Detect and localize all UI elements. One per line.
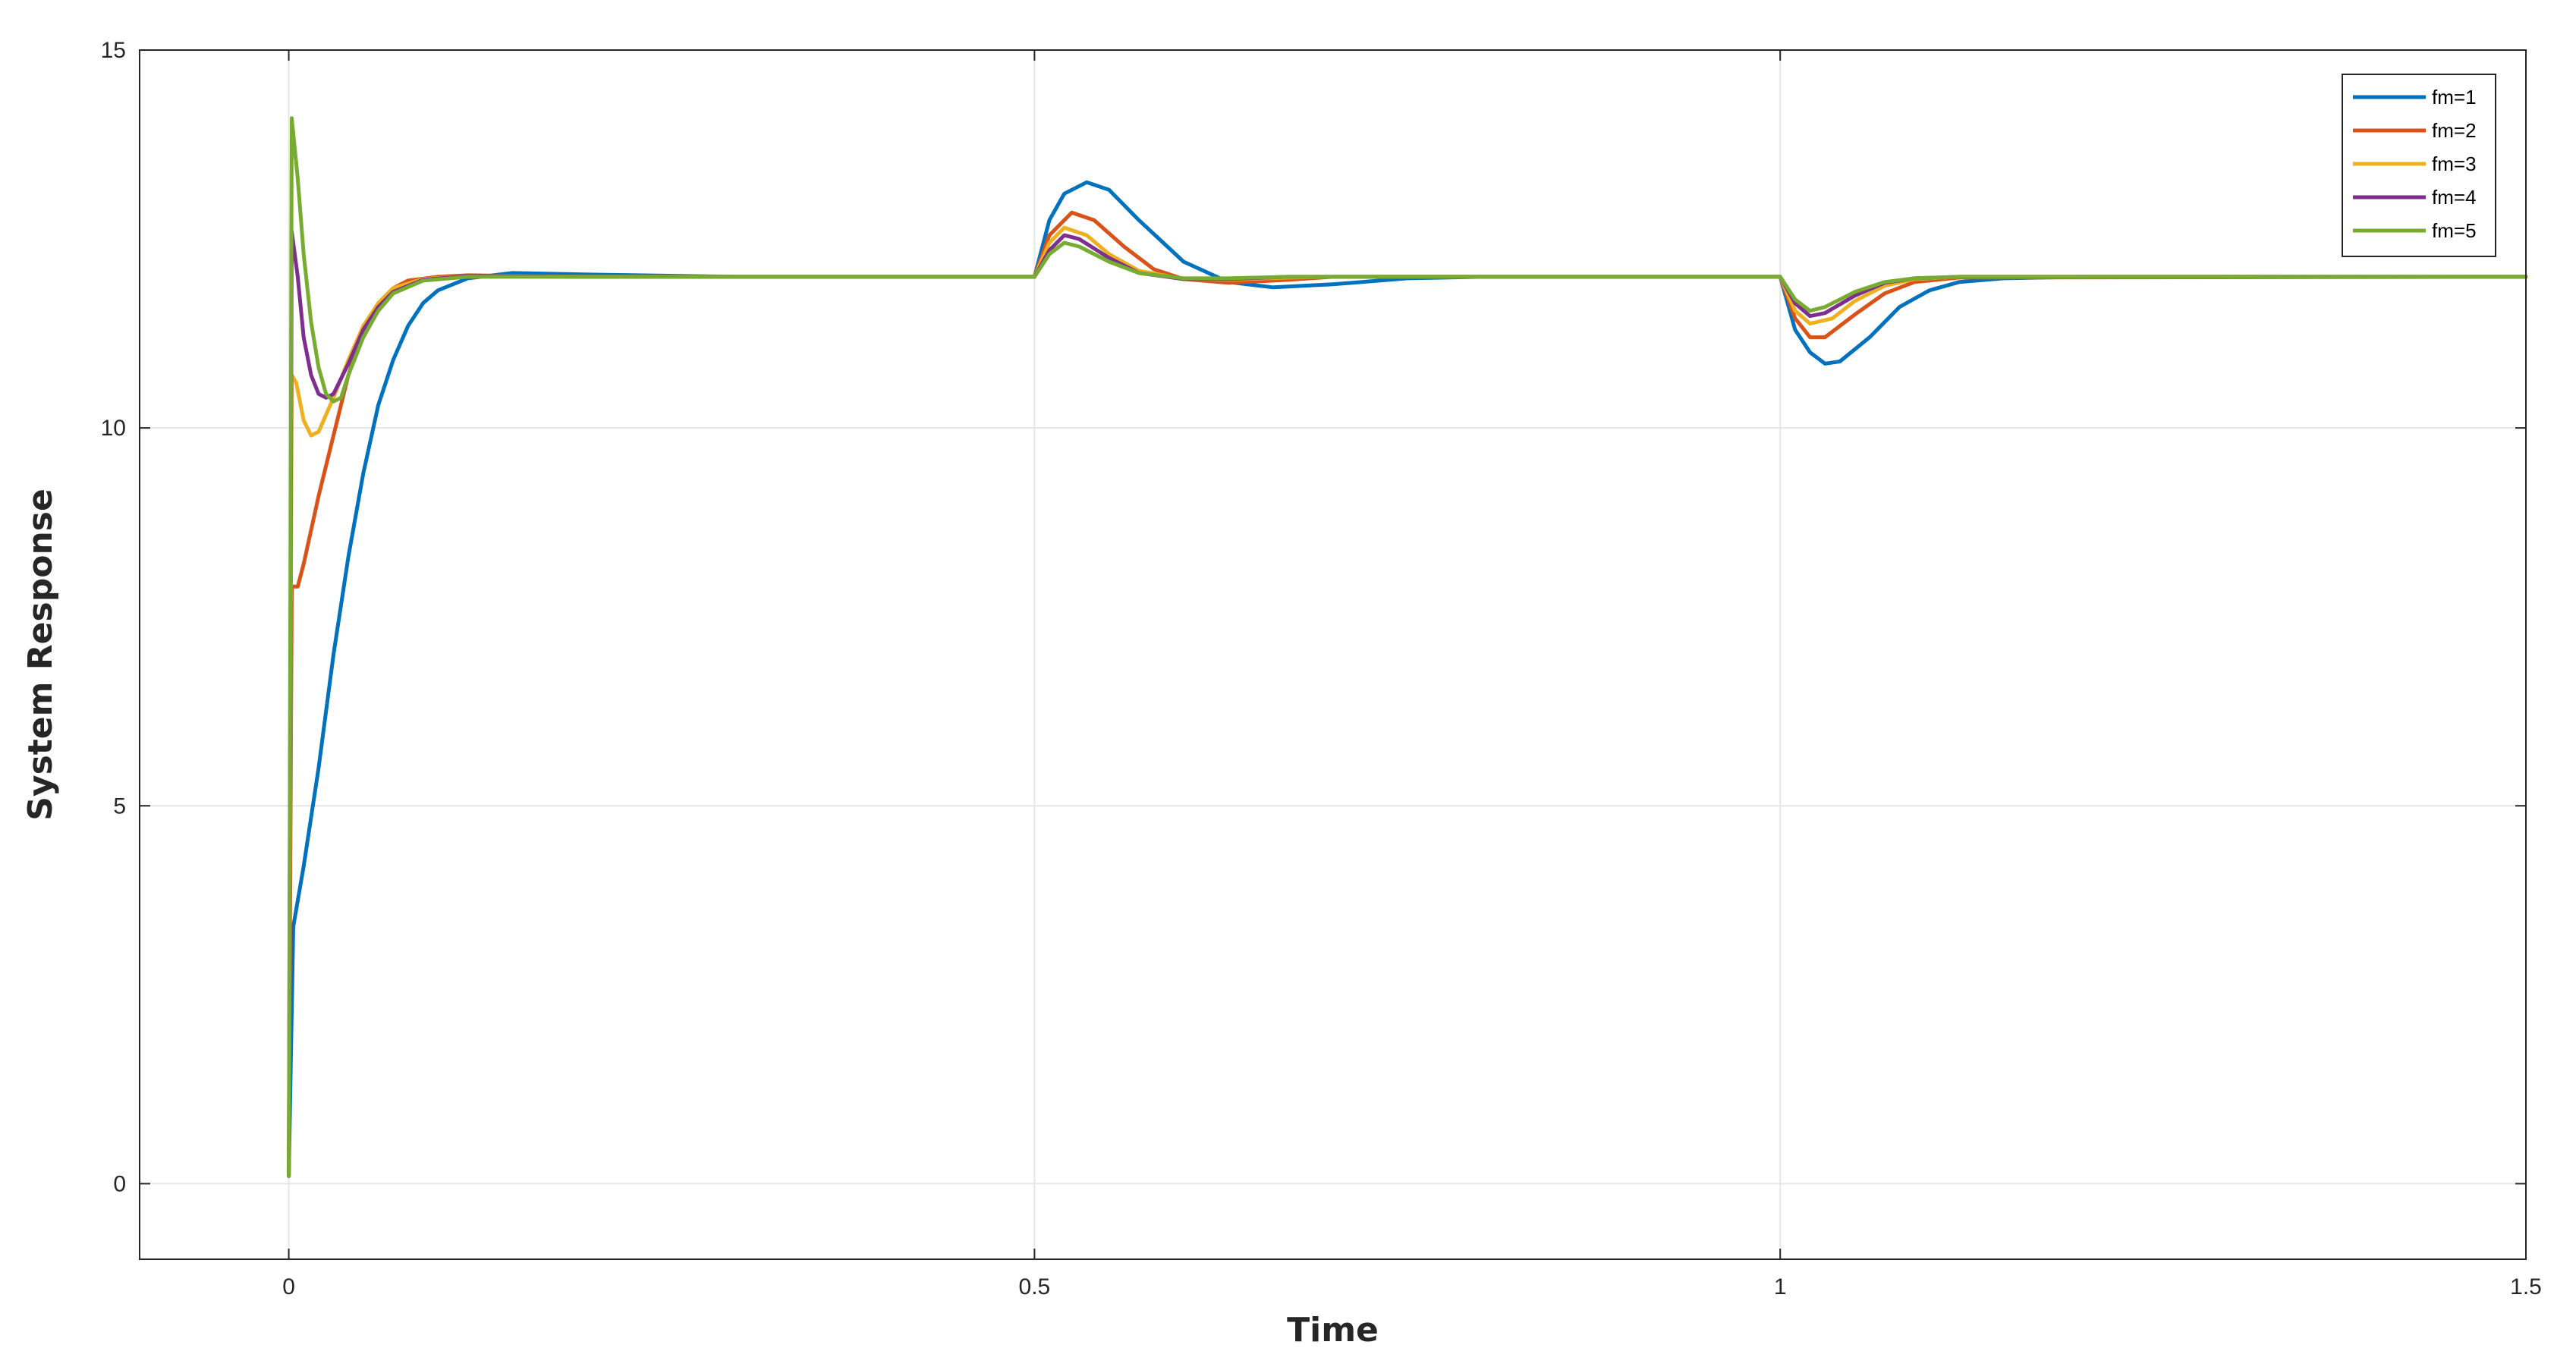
axis-ticks: 0 0.5 1 1.5 0 5 10 15 (101, 38, 2542, 1299)
legend-label-2: fm=2 (2432, 119, 2477, 142)
y-tick-label: 0 (113, 1171, 126, 1196)
plot-frame (139, 49, 2527, 1260)
x-tick-label: 0.5 (1019, 1274, 1051, 1299)
x-axis-label: Time (1287, 1311, 1379, 1350)
series-line-4 (287, 229, 2528, 1178)
y-axis-label: System Response (21, 489, 60, 821)
y-tick-label: 15 (101, 38, 126, 63)
series-line-3 (287, 225, 2528, 1178)
x-tick-label: 0 (282, 1274, 295, 1299)
grid-lines (140, 49, 2527, 1259)
series-line-2 (287, 210, 2528, 1178)
legend: fm=1 fm=2 fm=3 fm=4 fm=5 (2342, 74, 2496, 257)
series-lines (287, 116, 2528, 1178)
legend-label-4: fm=4 (2432, 186, 2477, 209)
series-line-5 (287, 116, 2528, 1178)
series-line-1 (287, 180, 2528, 1178)
x-tick-label: 1 (1774, 1274, 1787, 1299)
legend-label-1: fm=1 (2432, 86, 2477, 108)
legend-label-3: fm=3 (2432, 152, 2477, 175)
y-tick-label: 10 (101, 416, 126, 441)
legend-label-5: fm=5 (2432, 219, 2477, 242)
y-tick-label: 5 (113, 793, 126, 819)
x-tick-label: 1.5 (2510, 1274, 2542, 1299)
